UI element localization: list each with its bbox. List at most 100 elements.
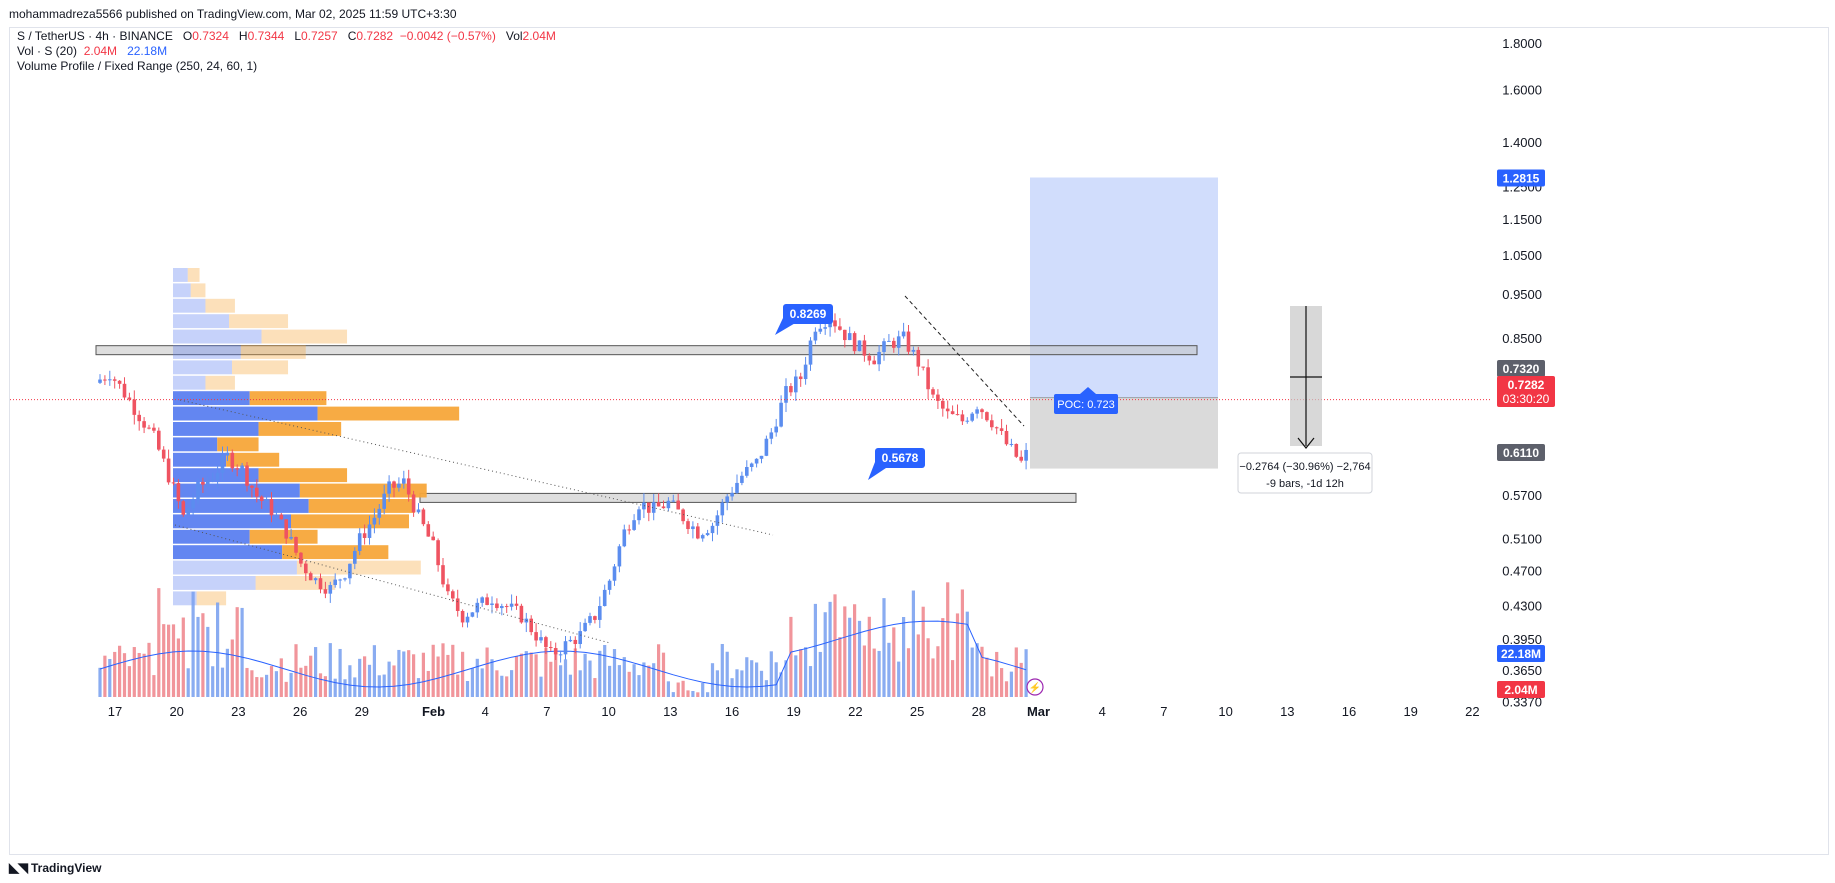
candle-body [965,420,970,422]
candle-body [715,515,720,526]
candle-body [446,584,450,592]
volume-profile-label[interactable]: Volume Profile / Fixed Range (250, 24, 6… [17,59,258,73]
candle-body [985,412,989,421]
chart-frame [9,27,1829,855]
volume-bar [269,666,274,697]
symbol-label[interactable]: S / TetherUS · 4h · BINANCE [17,29,173,43]
candle-countdown: 03:30:20 [1503,392,1550,406]
volume-bar [323,676,327,697]
volume-profile-down-bar [229,314,289,329]
candle-body [402,478,406,484]
volume-profile-up-bar [173,422,259,436]
candle-body [333,579,337,586]
volume-bar [196,616,200,697]
volume-bar [593,678,597,697]
volume-bar [485,647,489,697]
volume-bar [598,650,602,697]
candle-body [843,329,847,341]
candle-body [941,400,945,409]
time-axis-tick: 26 [293,704,307,719]
candle-body [769,432,774,439]
candle-body [975,409,979,414]
candle-body [132,399,137,415]
candle-body [911,349,916,352]
candle-body [877,351,881,365]
candle-body [519,605,524,623]
volume-bar [799,649,803,697]
volume-bar [250,670,254,697]
candle-body [994,427,999,429]
candle-body [627,529,631,531]
volume-bar [343,679,347,697]
candle-body [421,509,426,525]
candle-body [598,606,602,620]
candle-body [808,340,813,365]
candle-body [700,535,705,539]
candle-body [108,379,112,381]
candle-body [215,472,220,480]
volume-profile-down-bar [282,545,389,560]
volume-bar [995,651,999,697]
volume-bar [392,665,396,697]
candle-body [441,565,445,585]
candle-body [382,493,386,509]
candle-body [681,509,685,522]
price-axis-tick: 0.8500 [1502,331,1542,346]
sr-zone [95,345,1198,356]
candle-body [794,376,798,393]
callout-box [783,304,833,324]
poc-label: POC: 0.723 [1057,399,1114,411]
candle-body [103,379,107,381]
measure-arrowhead [1297,437,1315,449]
candle-body [906,331,911,352]
candle-body [740,475,744,483]
volume-profile-up-bar [173,329,262,344]
volume-profile-legend: Volume Profile / Fixed Range (250, 24, 6… [17,59,257,74]
candle-body [710,525,715,534]
measure-text-bars: -9 bars, -1d 12h [1266,478,1344,490]
candle-body [926,367,930,390]
change-value: −0.0042 (−0.57%) [399,29,496,43]
low-value: 0.7257 [301,29,338,43]
volume-bar [853,604,857,697]
candle-body [147,427,151,429]
candle-body [392,481,396,488]
volume-bar [671,692,675,697]
candle-body [465,616,470,623]
volume-profile-down-bar [249,391,327,406]
volume-indicator-label[interactable]: Vol · S (20) [17,44,78,58]
volume-bar [701,683,705,697]
volume-bar [583,653,587,697]
volume-bar [240,607,244,697]
candle-body [416,509,421,513]
volume-bar [314,647,318,697]
volume-profile-up-bar [173,360,232,375]
volume-profile-down-bar [217,437,259,452]
candle-body [294,536,298,553]
candle-body [166,458,171,483]
volume-profile-down-bar [296,560,421,575]
price-axis-tick: 0.5100 [1502,532,1542,547]
candle-body [779,402,783,427]
volume-profile-up-bar [173,545,283,560]
sr-zone [419,492,1077,503]
volume-ma-line [99,620,1027,688]
volume-bar [132,647,136,697]
volume-bar [480,668,484,697]
candle-body [470,612,475,617]
volume-bar [818,651,822,697]
time-axis-tick: 22 [1465,704,1479,719]
candle-body [892,340,896,348]
volume-profile-up-bar [173,514,291,529]
candle-body [945,408,950,412]
candle-body [916,349,921,367]
volume-bar [897,661,901,697]
volume-bar [563,659,568,697]
volume-bar [245,667,249,697]
volume-bar [284,681,288,697]
volume-bar [848,617,852,697]
candle-body [343,578,347,580]
volume-bar [113,651,117,697]
volume-bar [529,652,533,697]
